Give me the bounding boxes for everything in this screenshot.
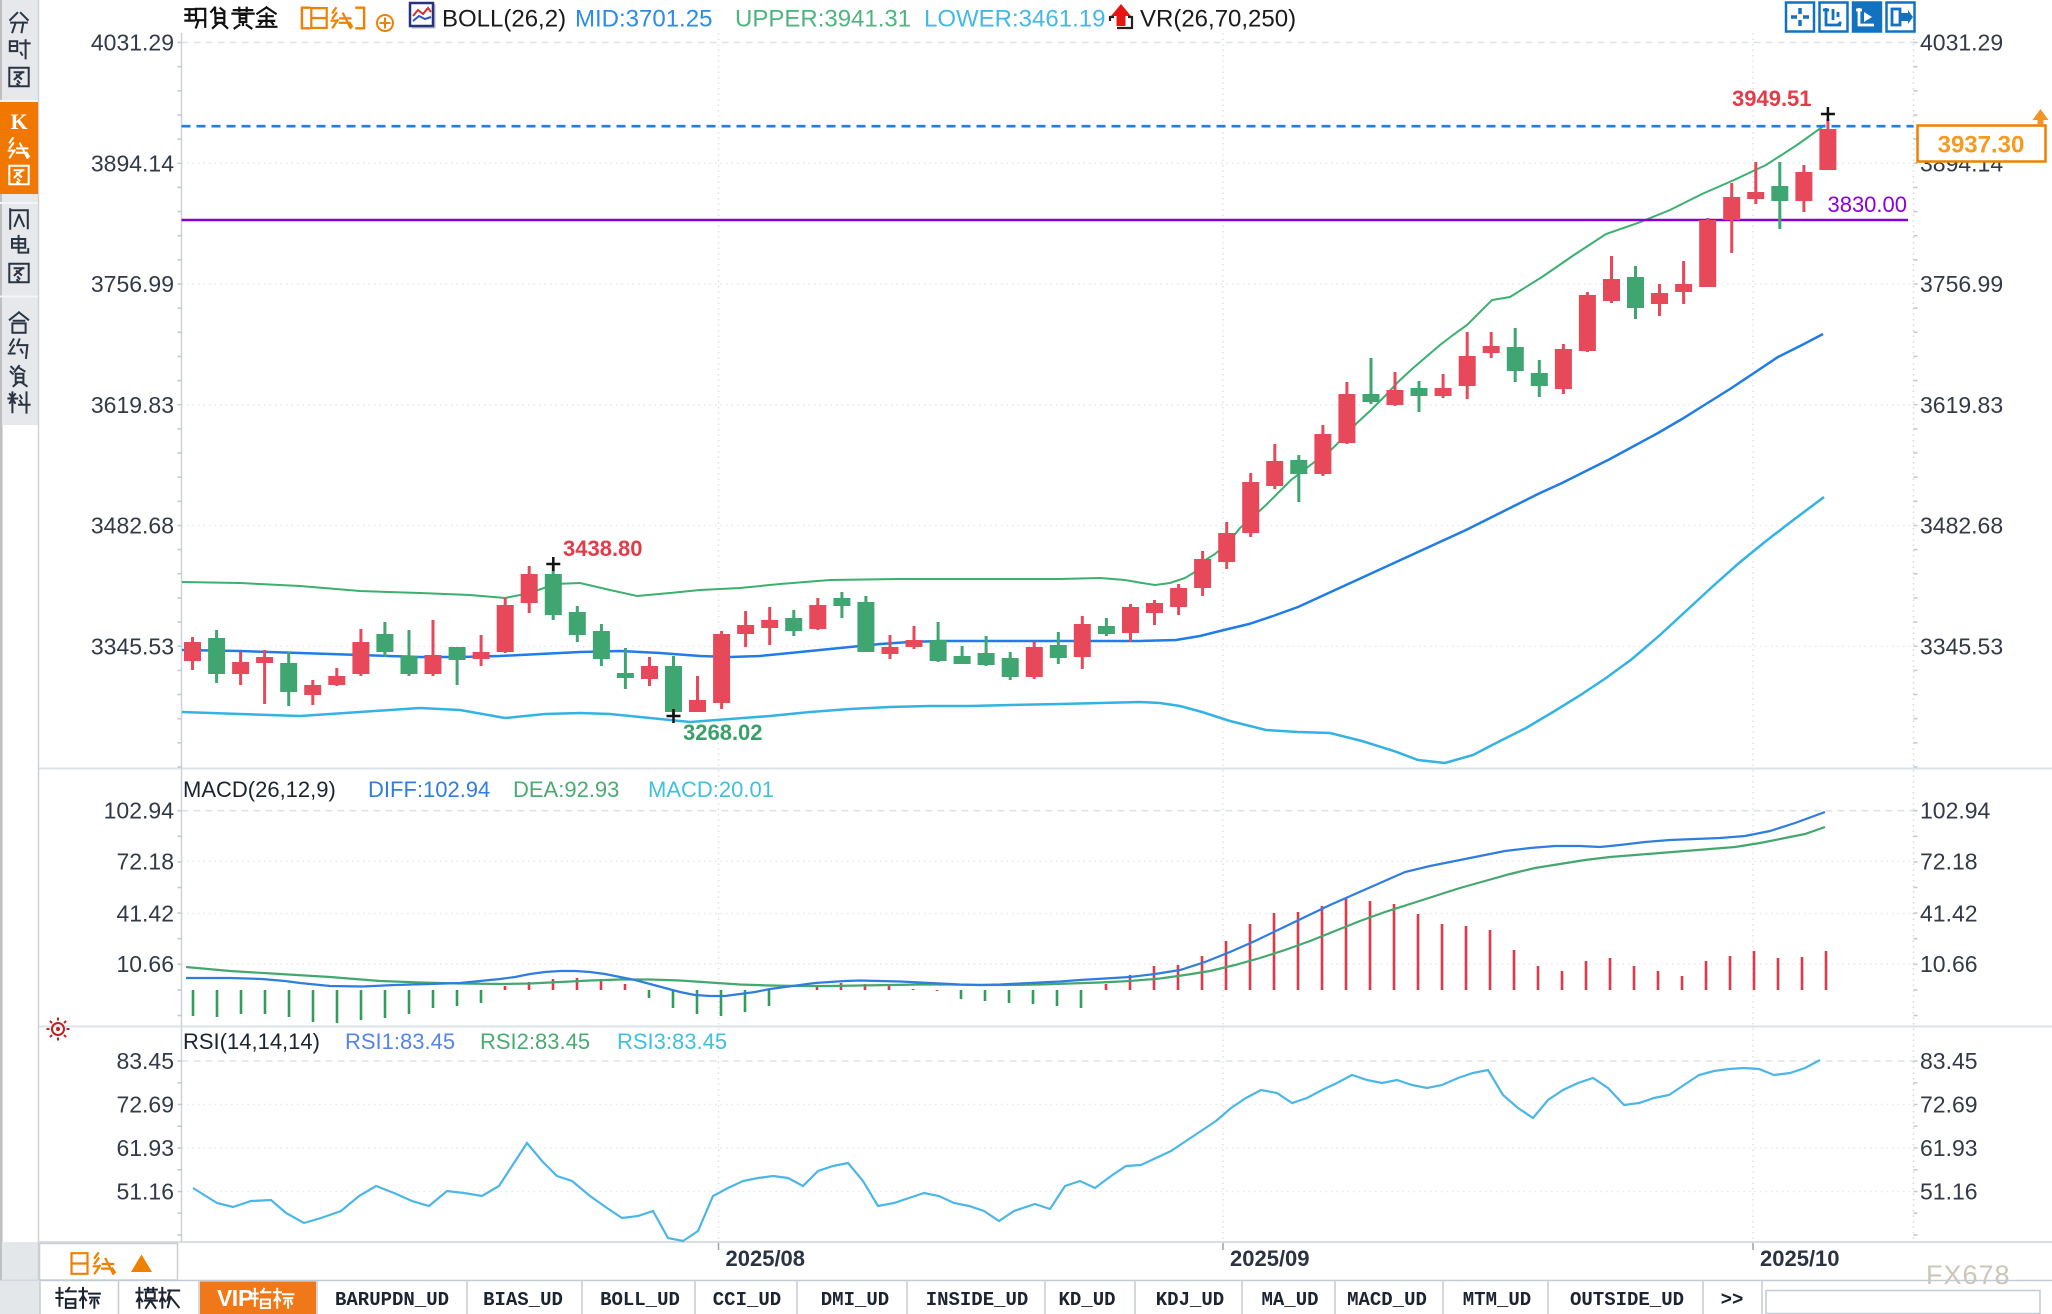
svg-text:UPPER:3941.31: UPPER:3941.31 (735, 6, 911, 33)
svg-text:72.69: 72.69 (116, 1092, 174, 1118)
svg-text:4031.29: 4031.29 (91, 30, 174, 56)
svg-text:FX678: FX678 (1926, 1260, 2011, 1290)
svg-text:MACD:20.01: MACD:20.01 (648, 777, 774, 802)
svg-text:BOLL(26,2): BOLL(26,2) (442, 6, 566, 33)
svg-text:DMI_UD: DMI_UD (821, 1289, 889, 1311)
svg-text:3345.53: 3345.53 (1920, 633, 2003, 659)
svg-text:I: I (232, 1285, 238, 1311)
svg-text:3756.99: 3756.99 (91, 271, 174, 297)
svg-text:DEA:92.93: DEA:92.93 (513, 777, 619, 802)
svg-text:3482.68: 3482.68 (1920, 513, 2003, 539)
svg-text:3482.68: 3482.68 (91, 513, 174, 539)
svg-text:K: K (10, 109, 27, 134)
svg-text:DIFF:102.94: DIFF:102.94 (368, 777, 490, 802)
svg-text:LOWER:3461.19: LOWER:3461.19 (924, 6, 1105, 33)
svg-text:MACD(26,12,9): MACD(26,12,9) (183, 777, 336, 802)
svg-text:10.66: 10.66 (116, 951, 174, 977)
svg-text:MACD_UD: MACD_UD (1347, 1289, 1427, 1311)
svg-text:3619.83: 3619.83 (1920, 392, 2003, 418)
svg-text:61.93: 61.93 (116, 1135, 174, 1161)
svg-text:BIAS_UD: BIAS_UD (483, 1289, 563, 1311)
svg-text:2025/10: 2025/10 (1760, 1246, 1840, 1271)
svg-text:3438.80: 3438.80 (563, 536, 643, 561)
svg-text:>>: >> (1721, 1289, 1744, 1311)
svg-text:V: V (217, 1285, 233, 1311)
svg-text:51.16: 51.16 (116, 1179, 174, 1205)
svg-text:102.94: 102.94 (104, 798, 175, 824)
svg-text:2025/09: 2025/09 (1230, 1246, 1310, 1271)
svg-text:102.94: 102.94 (1920, 798, 1991, 824)
svg-text:3830.00: 3830.00 (1827, 192, 1907, 217)
svg-text:72.18: 72.18 (116, 848, 174, 874)
svg-text:83.45: 83.45 (116, 1048, 174, 1074)
svg-text:3756.99: 3756.99 (1920, 271, 2003, 297)
svg-text:10.66: 10.66 (1920, 951, 1978, 977)
svg-text:RSI(14,14,14): RSI(14,14,14) (183, 1029, 320, 1054)
svg-text:RSI2:83.45: RSI2:83.45 (480, 1029, 590, 1054)
svg-text:61.93: 61.93 (1920, 1135, 1978, 1161)
svg-text:BARUPDN_UD: BARUPDN_UD (335, 1289, 449, 1311)
svg-text:4031.29: 4031.29 (1920, 30, 2003, 56)
svg-text:72.69: 72.69 (1920, 1092, 1978, 1118)
svg-text:MID:3701.25: MID:3701.25 (575, 6, 712, 33)
svg-text:3345.53: 3345.53 (91, 633, 174, 659)
svg-text:RSI1:83.45: RSI1:83.45 (345, 1029, 455, 1054)
svg-text:83.45: 83.45 (1920, 1048, 1978, 1074)
svg-text:MA_UD: MA_UD (1261, 1289, 1318, 1311)
svg-text:3949.51: 3949.51 (1732, 86, 1812, 111)
svg-text:RSI3:83.45: RSI3:83.45 (617, 1029, 727, 1054)
svg-text:VR(26,70,250): VR(26,70,250) (1140, 6, 1296, 33)
svg-text:BOLL_UD: BOLL_UD (600, 1289, 680, 1311)
svg-text:P: P (238, 1285, 253, 1311)
svg-text:3937.30: 3937.30 (1938, 132, 2025, 159)
svg-text:2025/08: 2025/08 (726, 1246, 806, 1271)
svg-text:MTM_UD: MTM_UD (1463, 1289, 1531, 1311)
svg-text:OUTSIDE_UD: OUTSIDE_UD (1570, 1289, 1684, 1311)
svg-text:CCI_UD: CCI_UD (713, 1289, 781, 1311)
svg-text:3619.83: 3619.83 (91, 392, 174, 418)
svg-text:72.18: 72.18 (1920, 848, 1978, 874)
svg-text:41.42: 41.42 (116, 901, 174, 927)
svg-text:3894.14: 3894.14 (91, 150, 174, 176)
svg-text:INSIDE_UD: INSIDE_UD (926, 1289, 1029, 1311)
svg-text:KD_UD: KD_UD (1058, 1289, 1115, 1311)
svg-text:51.16: 51.16 (1920, 1179, 1978, 1205)
svg-text:KDJ_UD: KDJ_UD (1156, 1289, 1224, 1311)
svg-text:3268.02: 3268.02 (683, 720, 763, 745)
svg-text:41.42: 41.42 (1920, 901, 1978, 927)
